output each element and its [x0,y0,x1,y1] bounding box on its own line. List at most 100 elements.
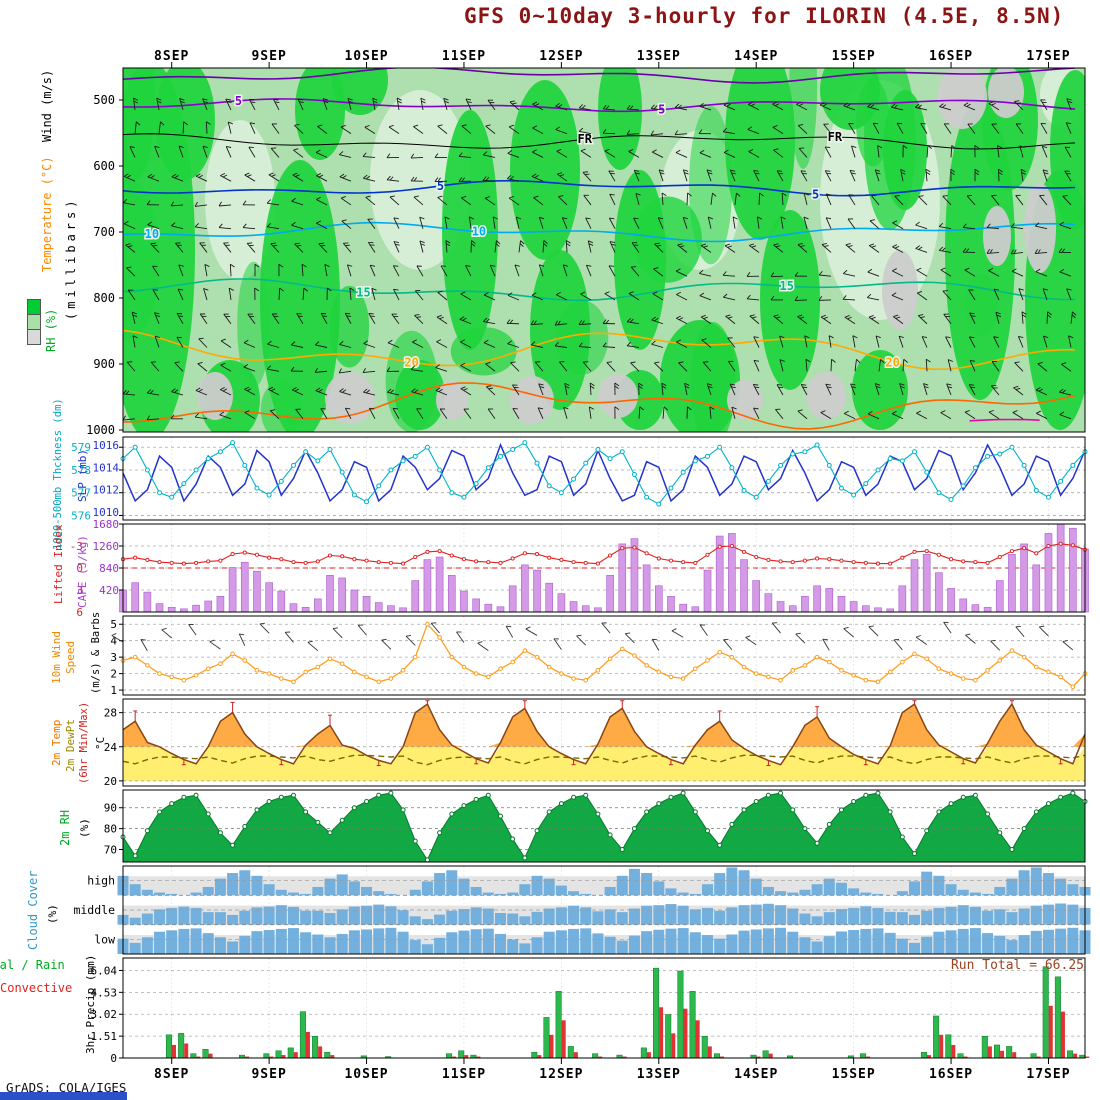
svg-text:low: low [94,932,115,946]
svg-text:4: 4 [110,635,117,648]
t2m-label-1: 2m Temp [50,719,63,766]
svg-text:13SEP: 13SEP [637,1067,681,1082]
svg-text:6: 6 [76,606,83,619]
temp-curve [122,702,1086,766]
cloud-bars-low [117,927,1091,954]
svg-text:900: 900 [93,357,115,371]
rh-fill [123,793,1085,862]
grads-credit: GrADS: COLA/IGES [6,1080,127,1095]
t2m-label-3: (6hr Min/Max) [78,701,90,784]
rh-colorbar [27,299,41,345]
svg-text:700: 700 [93,225,115,239]
svg-text:4.53: 4.53 [91,986,118,999]
svg-text:577: 577 [71,487,91,500]
svg-text:14SEP: 14SEP [734,49,778,64]
page-title: GFS 0~10day 3-hourly for ILORIN (4.5E, 8… [464,4,1065,28]
svg-text:20: 20 [104,775,117,788]
svg-text:10SEP: 10SEP [344,49,388,64]
wind10m-label-3: (m/s) & Barbs [90,611,102,694]
precip-label-3: 3hr Precip (mm) [84,954,97,1054]
run-total-label: Run Total = 66.25 [950,958,1084,973]
svg-text:2: 2 [110,668,117,681]
svg-text:8SEP: 8SEP [154,49,189,64]
svg-text:15: 15 [356,286,370,300]
t2m-label-2: 2m DewPt [64,719,77,772]
svg-text:1010: 1010 [93,506,120,519]
svg-text:90: 90 [104,802,117,815]
svg-text:FR: FR [578,132,593,146]
wind-speed-line [120,621,1088,690]
panel-cloud-cover: high middle low [73,865,1091,955]
svg-text:3.02: 3.02 [91,1008,118,1021]
rh-label: RH (%) [44,308,58,352]
svg-text:578: 578 [71,464,91,477]
svg-text:0: 0 [110,1052,117,1065]
wind10m-label-1: 10m Wind [50,631,63,684]
svg-text:420: 420 [99,584,119,597]
svg-text:20: 20 [404,355,418,369]
slp-label: SLP (mb) [76,449,89,502]
cape-bars [119,523,1089,613]
svg-text:15SEP: 15SEP [832,1067,876,1082]
svg-text:1.51: 1.51 [91,1030,118,1043]
upper-wind-barbs [123,97,1077,421]
svg-text:28: 28 [104,707,117,720]
svg-text:1016: 1016 [93,439,120,452]
svg-text:5: 5 [437,179,444,193]
surface-wind-barbs [111,621,1074,652]
svg-text:11SEP: 11SEP [442,1067,486,1082]
slp-line [122,442,1086,503]
svg-text:579: 579 [71,441,91,454]
minmax-whiskers [133,700,1063,767]
rh2m-label-2: (%) [78,818,91,838]
panel-slp-thickness: 579 578 577 576 1016 1014 1012 1010 [71,436,1088,522]
svg-text:840: 840 [99,562,119,575]
svg-text:800: 800 [93,291,115,305]
panel-precip: 0 1.51 3.02 4.53 6.04 8SEP 9SEP 10SEP 11SEP 12SEP… [91,957,1090,1082]
svg-text:1014: 1014 [93,461,120,474]
svg-text:80: 80 [104,823,117,836]
rh-legend-cell [27,314,41,330]
wind-label: Wind (m/s) [40,69,54,142]
svg-text:17SEP: 17SEP [1026,1067,1070,1082]
svg-text:1: 1 [110,684,117,697]
svg-text:high: high [87,874,115,888]
svg-text:5: 5 [812,187,819,201]
precip-label-2: Convective [0,981,73,995]
svg-text:-3: -3 [70,540,83,553]
grads-logo-bar [0,1092,127,1100]
svg-text:12SEP: 12SEP [539,49,583,64]
svg-text:3: 3 [76,584,83,597]
rh-curve [120,790,1088,863]
svg-text:15SEP: 15SEP [832,49,876,64]
millibars-label: (millibars) [64,196,78,320]
rh-legend-cell [27,299,41,315]
panel-rh2m: 70 80 90 [104,789,1088,863]
temp-fill-high [123,704,1085,747]
t2m-label-4: °C [94,736,107,750]
svg-text:15: 15 [780,279,794,293]
svg-text:9SEP: 9SEP [251,1067,286,1082]
svg-text:12SEP: 12SEP [539,1067,583,1082]
precip-total-bars [165,966,1086,1059]
precip-convective-bars [172,1005,1090,1058]
li-label: Lifted Index [52,524,65,604]
svg-text:5: 5 [235,94,242,108]
rh-legend-cell [27,329,41,345]
svg-text:0: 0 [76,562,83,575]
svg-text:10: 10 [472,225,486,239]
cloud-bars-high [117,867,1091,896]
svg-text:middle: middle [73,903,115,917]
thickness-line [120,440,1088,507]
svg-text:20: 20 [885,355,899,369]
wind10m-label-2: Speed [64,640,77,674]
svg-text:24: 24 [104,741,118,754]
svg-text:14SEP: 14SEP [734,1067,778,1082]
svg-text:600: 600 [93,159,115,173]
svg-text:6.04: 6.04 [91,964,118,977]
svg-text:11SEP: 11SEP [442,49,486,64]
cape-label: CAPE (J/kg) [76,535,89,608]
